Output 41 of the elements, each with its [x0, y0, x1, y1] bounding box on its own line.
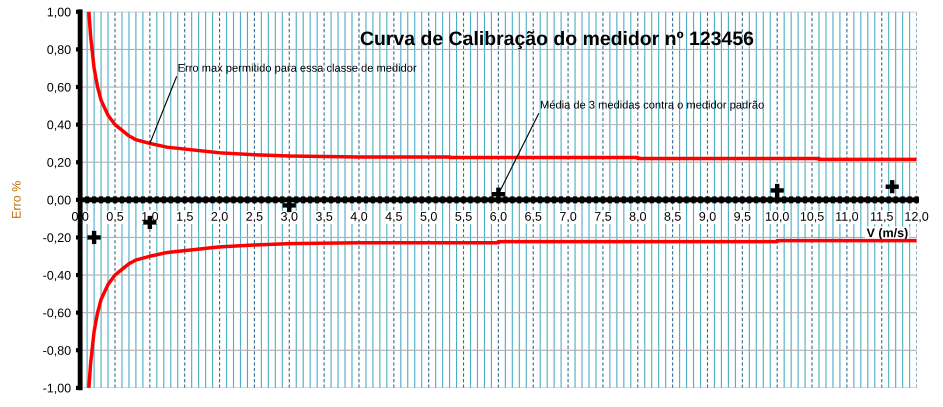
- y-tick-label: -0,20: [43, 233, 71, 244]
- x-tick-label: 1,5: [176, 212, 193, 222]
- point: [88, 230, 101, 244]
- y-tick-label: 0,60: [47, 82, 71, 94]
- x-tick-label: 3,0: [281, 212, 298, 222]
- x-tick-label: 2,0: [212, 212, 228, 222]
- x-tick-label: 9,0: [699, 212, 716, 222]
- x-tick-label: 12,0: [905, 212, 928, 222]
- x-tick-label: 10,0: [766, 212, 789, 222]
- x-tick-label: 8,0: [630, 212, 646, 222]
- x-tick-label: 9,5: [734, 212, 751, 222]
- y-tick-label: 0,40: [47, 120, 71, 131]
- x-tick-label: 11,0: [836, 212, 858, 222]
- line-series: [87, 238, 917, 388]
- x-tick-label: 3,5: [316, 212, 332, 222]
- x-tick-label: 11,5: [870, 212, 893, 222]
- line-series: [87, 12, 917, 162]
- x-tick-label: 8,5: [664, 212, 681, 222]
- x-tick-label: 2,5: [246, 212, 263, 222]
- y-tick-label: 0,80: [47, 45, 71, 56]
- x-axis-title: V (m/s): [866, 228, 908, 240]
- x-tick-label: 10,5: [800, 212, 824, 222]
- y-tick-label: -0,60: [43, 308, 71, 319]
- x-tick-label: 4,0: [350, 212, 368, 222]
- x-tick-label: 6,0: [490, 212, 507, 222]
- point: [886, 180, 899, 194]
- x-tick-label: 0,5: [106, 212, 124, 222]
- x-tick-label: 4,5: [385, 212, 402, 222]
- x-tick-label: 5,0: [420, 212, 437, 222]
- x-tick-label: 5,5: [455, 212, 472, 222]
- y-tick-label: 0,20: [47, 158, 71, 168]
- y-tick-label: -0,40: [43, 270, 71, 282]
- point: [770, 184, 784, 198]
- x-tick-label: 7,5: [594, 212, 612, 222]
- y-tick-label: 0,00: [47, 196, 71, 206]
- y-tick-label: -1,00: [43, 384, 71, 394]
- y-tick-label: 1,00: [48, 8, 71, 18]
- y-axis-title: Erro %: [12, 181, 21, 218]
- x-tick-label: 7,0: [560, 212, 576, 222]
- y-tick-label: -0,80: [43, 346, 71, 356]
- x-tick-label: 6,5: [525, 212, 542, 222]
